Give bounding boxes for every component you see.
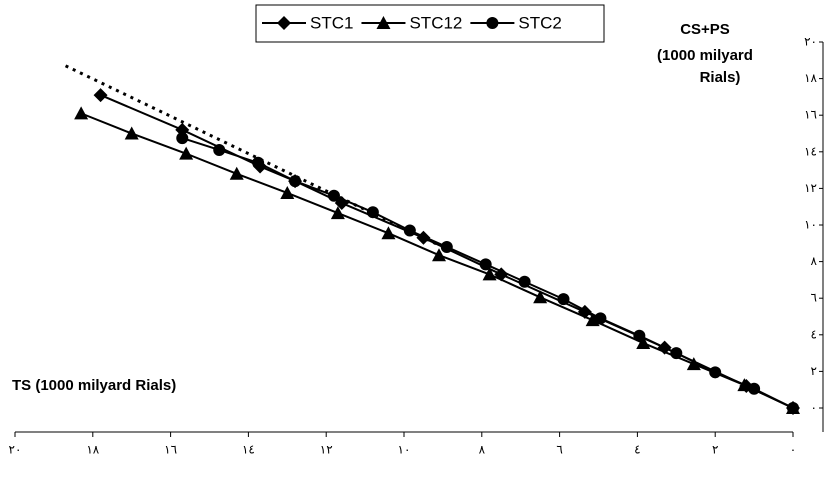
legend-label: STC2 [518, 13, 561, 32]
y-tick-label: ١٦ [804, 108, 817, 122]
data-point [441, 241, 453, 253]
x-tick-label: ٢٠ [9, 443, 22, 457]
y-tick-label: ١٨ [804, 71, 817, 85]
y-tick-label: ٢ [811, 364, 817, 378]
y-axis-label: CS+PS [680, 21, 730, 38]
y-axis-label: Rials) [700, 69, 741, 86]
y-tick-label: ١٠ [804, 218, 817, 232]
data-point [748, 383, 760, 395]
y-tick-label: ٦ [811, 291, 817, 305]
data-point [709, 366, 721, 378]
x-axis-label: TS (1000 milyard Rials) [12, 377, 176, 394]
data-point [213, 144, 225, 156]
data-point [252, 157, 264, 169]
legend-marker [486, 17, 498, 29]
x-tick-label: ١٠ [398, 443, 411, 457]
x-tick-label: ١٢ [320, 443, 333, 457]
data-point [519, 276, 531, 288]
y-tick-label: ١٢ [804, 181, 817, 195]
x-tick-label: ٨ [479, 443, 486, 457]
data-point [633, 330, 645, 342]
x-tick-label: ٦ [556, 443, 562, 457]
chart: TS (1000 milyard Rials) CS+PS (1000 mily… [0, 0, 825, 478]
legend-label: STC1 [310, 13, 353, 32]
x-tick-label: ١٨ [86, 443, 99, 457]
x-tick-label: ١٦ [164, 443, 177, 457]
y-axis-label: (1000 milyard [657, 47, 753, 64]
data-point [176, 132, 188, 144]
y-tick-label: ٢٠ [804, 35, 817, 49]
x-tick-label: ٤ [634, 443, 640, 457]
y-tick-label: ٨ [811, 254, 818, 268]
y-tick-label: ٤ [811, 327, 817, 341]
x-tick-label: ١٤ [242, 443, 255, 457]
data-point [594, 312, 606, 324]
legend-label: STC12 [409, 13, 462, 32]
y-tick-label: ١٤ [804, 144, 817, 158]
data-point [670, 347, 682, 359]
y-tick-label: ٠ [811, 401, 817, 415]
data-point [557, 293, 569, 305]
data-point [787, 402, 799, 414]
x-tick-label: ٠ [790, 443, 796, 457]
x-tick-label: ٢ [712, 443, 718, 457]
data-point [480, 258, 492, 270]
